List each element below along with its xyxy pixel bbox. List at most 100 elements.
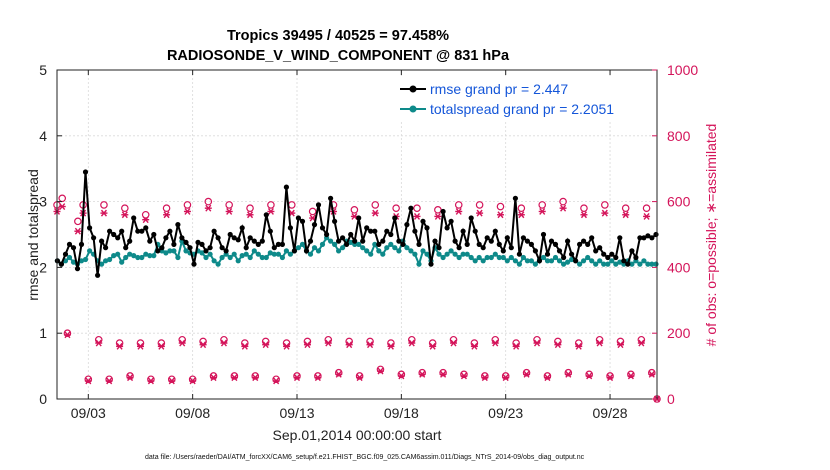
assimilated-obs-point bbox=[575, 342, 583, 350]
x-axis-label: Sep.01,2014 00:00:00 start bbox=[273, 427, 442, 443]
x-tick-label: 09/08 bbox=[175, 405, 210, 421]
possible-obs-point bbox=[230, 372, 239, 380]
rmse-point bbox=[428, 261, 434, 267]
rmse-point bbox=[324, 231, 330, 238]
rmse-point bbox=[219, 245, 225, 251]
rmse-point bbox=[408, 205, 414, 211]
possible-obs-point bbox=[167, 375, 176, 384]
totalspread-point bbox=[207, 251, 213, 257]
rmse-point bbox=[512, 195, 519, 201]
totalspread-point bbox=[315, 248, 322, 254]
rmse-point bbox=[139, 228, 145, 234]
rmse-point bbox=[480, 245, 486, 251]
asterisk-stroke bbox=[434, 212, 441, 220]
rmse-point bbox=[287, 225, 293, 231]
series-lines bbox=[54, 169, 659, 278]
rmse-point bbox=[203, 248, 209, 254]
rmse-point bbox=[488, 238, 494, 244]
possible-obs-point bbox=[517, 204, 526, 212]
rmse-point bbox=[291, 248, 297, 254]
assimilated-obs-point bbox=[601, 209, 609, 217]
possible-obs-point bbox=[204, 197, 213, 206]
rmse-point bbox=[593, 248, 599, 254]
rmse-point bbox=[91, 235, 97, 241]
asterisk-stroke bbox=[304, 341, 311, 349]
totalspread-point bbox=[448, 248, 454, 254]
rmse-point bbox=[340, 235, 346, 241]
possible-obs-point bbox=[121, 204, 129, 212]
rmse-point bbox=[175, 222, 181, 228]
rmse-point bbox=[195, 239, 201, 245]
rmse-point bbox=[492, 228, 498, 234]
legend-spread-label: totalspread grand pr = 2.2051 bbox=[430, 101, 614, 117]
asterisk-stroke bbox=[607, 374, 614, 382]
totalspread-point bbox=[111, 253, 117, 259]
totalspread-point bbox=[452, 251, 458, 257]
possible-obs-point bbox=[564, 368, 573, 377]
rmse-point bbox=[384, 228, 390, 234]
totalspread-point bbox=[231, 251, 237, 257]
y-right-tick-label: 1000 bbox=[667, 62, 698, 78]
rmse-point bbox=[348, 231, 354, 238]
asterisk-stroke bbox=[142, 216, 149, 224]
assimilated-obs-point bbox=[199, 341, 207, 349]
asterisk-stroke bbox=[100, 209, 107, 217]
totalspread-point bbox=[404, 245, 410, 251]
rmse-point bbox=[633, 254, 639, 261]
asterisk-stroke bbox=[163, 211, 170, 219]
rmse-point bbox=[436, 245, 442, 251]
asterisk-stroke bbox=[231, 374, 238, 382]
totalspread-point bbox=[336, 248, 342, 254]
rmse-point bbox=[504, 235, 510, 241]
assimilated-obs-point bbox=[220, 339, 228, 347]
totalspread-point bbox=[565, 259, 571, 265]
rmse-point bbox=[464, 241, 470, 247]
totalspread-point bbox=[436, 251, 442, 257]
assimilated-obs-point bbox=[303, 341, 311, 349]
rmse-point bbox=[283, 184, 289, 190]
asterisk-stroke bbox=[565, 370, 572, 378]
rmse-point bbox=[179, 235, 185, 241]
possible-obs-point bbox=[225, 201, 233, 209]
rmse-point bbox=[460, 228, 466, 234]
assimilated-obs-point bbox=[95, 339, 103, 347]
rmse-point bbox=[444, 225, 450, 231]
possible-obs-point bbox=[501, 372, 510, 380]
rmse-point bbox=[111, 231, 117, 238]
rmse-point bbox=[207, 245, 213, 251]
rmse-point bbox=[143, 225, 149, 231]
assimilated-obs-point bbox=[523, 370, 531, 378]
asterisk-stroke bbox=[372, 209, 379, 217]
asterisk-stroke bbox=[189, 377, 196, 385]
totalspread-point bbox=[99, 261, 105, 267]
totalspread-point bbox=[139, 254, 145, 261]
asterisk-stroke bbox=[601, 209, 608, 217]
asterisk-stroke bbox=[64, 331, 71, 339]
possible-obs-point bbox=[627, 370, 635, 379]
x-tick-label: 09/23 bbox=[488, 405, 523, 421]
asterisk-stroke bbox=[387, 342, 394, 350]
chart-title-line1: Tropics 39495 / 40525 = 97.458% bbox=[227, 28, 449, 44]
asterisk-stroke bbox=[267, 208, 274, 215]
rmse-point bbox=[621, 258, 627, 264]
y-right-tick-label: 800 bbox=[667, 128, 691, 144]
rmse-point bbox=[585, 241, 591, 247]
asterisk-stroke bbox=[492, 339, 499, 347]
asterisk-stroke bbox=[429, 342, 436, 350]
possible-obs-point bbox=[141, 210, 150, 219]
possible-obs-point bbox=[606, 372, 614, 380]
possible-obs-point bbox=[460, 370, 468, 379]
possible-obs-point bbox=[522, 368, 531, 377]
rmse-point bbox=[131, 215, 137, 221]
totalspread-point bbox=[496, 254, 502, 261]
totalspread-point bbox=[356, 241, 362, 247]
rmse-point bbox=[211, 228, 217, 234]
possible-obs-point bbox=[543, 372, 552, 380]
assimilated-obs-point bbox=[648, 370, 656, 378]
rmse-point bbox=[259, 238, 265, 244]
rmse-point bbox=[484, 235, 490, 241]
rmse-point bbox=[239, 225, 245, 231]
assimilated-obs-point bbox=[178, 339, 186, 347]
rmse-point bbox=[645, 233, 651, 239]
possible-obs-point bbox=[642, 204, 651, 212]
